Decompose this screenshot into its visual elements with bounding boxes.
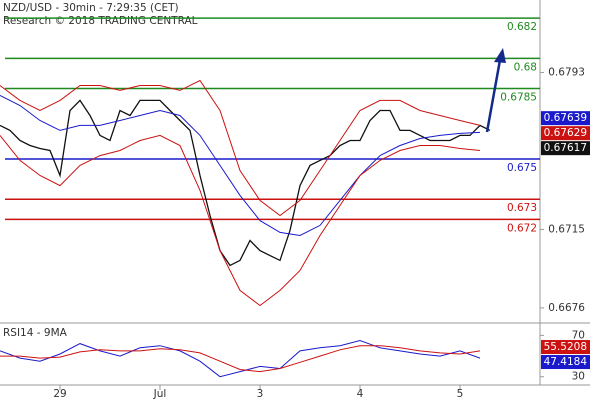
price-badge-label: 0.67629 (544, 127, 587, 139)
level-label: 0.6785 (500, 92, 537, 104)
price-badge (541, 355, 590, 370)
level-label: 0.672 (507, 222, 537, 234)
price-badge (541, 111, 590, 126)
series-line (0, 134, 481, 307)
price-badge (541, 126, 590, 141)
level-label: 0.673 (507, 202, 537, 214)
y-tick-label: 0.6793 (548, 66, 585, 78)
series-line (0, 94, 481, 237)
series-line (0, 339, 481, 378)
x-tick-label: 5 (457, 388, 464, 400)
series-line (0, 79, 481, 217)
level-label: 0.682 (507, 21, 537, 33)
price-badge-label: 47.4184 (544, 356, 588, 368)
series-line (0, 99, 491, 267)
forecast-arrow (485, 48, 506, 133)
series-line (0, 345, 481, 373)
x-tick-label: Jul (153, 388, 167, 400)
level-label: 0.675 (507, 162, 537, 174)
rsi-title: RSI14 - 9MA (3, 327, 68, 339)
price-badge-label: 55.5208 (544, 341, 587, 353)
y-tick-label: 0.6715 (548, 223, 585, 235)
price-badge-label: 0.67617 (544, 142, 587, 154)
x-tick-label: 3 (257, 388, 264, 400)
y-tick-label: 70 (572, 329, 585, 341)
x-tick-label: 4 (357, 388, 364, 400)
level-label: 0.68 (514, 61, 537, 73)
chart-title: NZD/USD - 30min - 7:29:35 (CET) (3, 2, 179, 14)
y-tick-label: 0.6676 (548, 302, 585, 314)
chart-subtitle: Research © 2018 TRADING CENTRAL (3, 15, 198, 27)
x-tick-label: 29 (53, 388, 66, 400)
price-badge-label: 0.67639 (544, 112, 587, 124)
price-badge (541, 141, 590, 156)
price-badge (541, 340, 590, 355)
y-tick-label: 30 (572, 371, 585, 383)
